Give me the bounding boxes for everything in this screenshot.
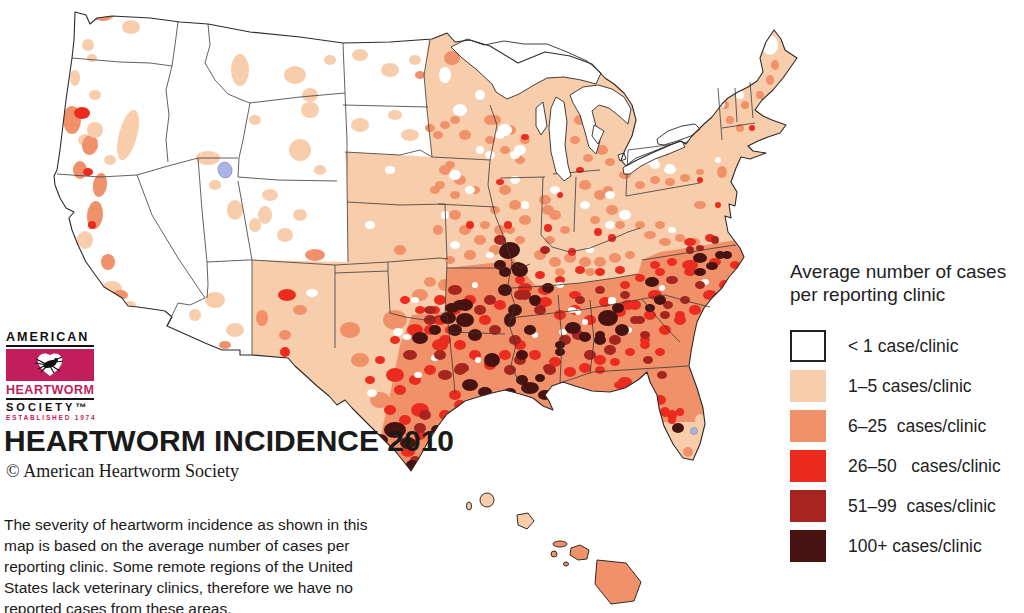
copyright-line: © American Heartworm Society <box>6 461 239 482</box>
legend-item: 1–5 cases/clinic <box>790 370 1020 402</box>
island-oahu <box>517 513 534 529</box>
legend-label: 100+ cases/clinic <box>848 536 982 557</box>
legend-swatch <box>790 330 826 362</box>
lake-okeechobee <box>691 428 698 435</box>
legend-swatch <box>790 450 826 482</box>
legend-item: 51–99 cases/clinic <box>790 490 1020 522</box>
legend-label: 51–99 cases/clinic <box>848 496 996 517</box>
legend-item: < 1 case/clinic <box>790 330 1020 362</box>
logo-mosquito-emblem <box>6 349 94 381</box>
legend-item: 6–25 cases/clinic <box>790 410 1020 442</box>
legend: Average number of casesper reporting cli… <box>790 260 1020 570</box>
legend-label: 1–5 cases/clinic <box>848 376 972 397</box>
legend-item: 26–50 cases/clinic <box>790 450 1020 482</box>
legend-label: 6–25 cases/clinic <box>848 416 986 437</box>
page-title: HEARTWORM INCIDENCE 2010 <box>4 424 454 458</box>
legend-swatch <box>790 490 826 522</box>
island-lanai <box>551 551 557 557</box>
island-kauai <box>480 493 494 507</box>
logo-society-text: SOCIETY™ <box>6 398 94 413</box>
logo-heartworm-text: HEARTWORM <box>6 383 94 397</box>
island-maui <box>570 545 589 560</box>
mosquito-icon <box>7 350 93 380</box>
island-kahoolawe <box>564 562 569 566</box>
logo-established-text: ESTABLISHED 1974 <box>6 414 94 421</box>
island-molokai <box>553 541 567 547</box>
legend-item: 100+ cases/clinic <box>790 530 1020 562</box>
legend-label: 26–50 cases/clinic <box>848 456 1001 477</box>
island-hawaii <box>595 560 641 604</box>
legend-title: Average number of casesper reporting cli… <box>790 260 1020 306</box>
description-text: The severity of heartworm incidence as s… <box>4 514 372 613</box>
legend-swatch <box>790 410 826 442</box>
heartworm-incidence-page: Average number of casesper reporting cli… <box>0 0 1024 613</box>
legend-swatch <box>790 370 826 402</box>
ahs-logo: AMERICAN HEARTWORM SOCIETY™ ESTABLISHED … <box>6 330 94 421</box>
hawaii-islands <box>467 493 642 604</box>
logo-american-text: AMERICAN <box>6 330 94 347</box>
legend-label: < 1 case/clinic <box>848 336 958 357</box>
legend-swatch <box>790 530 826 562</box>
island-niihau <box>467 502 472 510</box>
